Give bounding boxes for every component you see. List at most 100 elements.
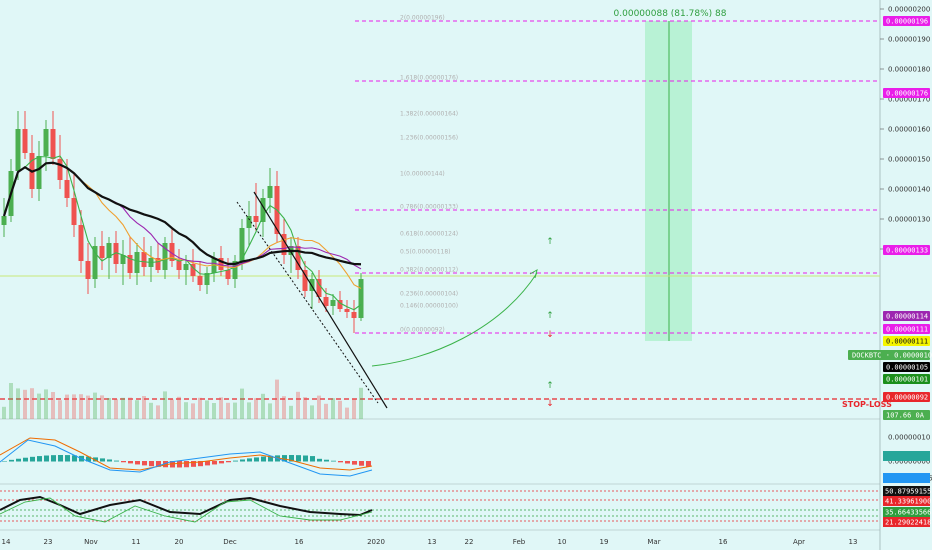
candle-body	[239, 228, 245, 261]
volume-bar	[275, 379, 279, 419]
time-tick-label: 14	[2, 538, 11, 546]
rsi-tag-label: 41.33961900	[885, 498, 931, 506]
candle-body	[36, 156, 42, 189]
candle-body	[267, 186, 273, 198]
macd-histogram-bar	[184, 461, 189, 468]
moving-average-line	[2, 161, 362, 266]
macd-pane	[0, 437, 373, 477]
volume-bar	[65, 394, 69, 419]
rsi-tag-label: 50.87959155	[885, 488, 931, 496]
volume-bar	[9, 383, 13, 419]
candle-body	[1, 216, 7, 225]
volume-bar	[86, 395, 90, 419]
volume-bar	[254, 398, 258, 419]
macd-histogram-bar	[240, 459, 245, 462]
projection-arrow	[371, 272, 538, 367]
price-tag-label: DOCKBTC · 0.00000108	[852, 352, 932, 360]
candle-body	[302, 270, 308, 291]
moving-averages	[2, 155, 362, 311]
volume-bar	[30, 388, 34, 419]
volume-bar	[44, 389, 48, 419]
macd-histogram-bar	[135, 461, 140, 465]
macd-tag	[883, 473, 930, 483]
price-tag-label: 0.00000101	[886, 376, 928, 384]
down-arrow-icon: ↓	[546, 399, 554, 409]
macd-histogram-bar	[205, 461, 210, 466]
price-tag	[883, 362, 930, 372]
time-tick-label: 22	[465, 538, 474, 546]
macd-histogram-bar	[233, 460, 238, 462]
candle-body	[190, 264, 196, 276]
price-tick-label: 0.00000160	[888, 126, 930, 134]
candle-body	[246, 216, 252, 228]
macd-histogram-bar	[121, 461, 126, 463]
time-tick-label: Feb	[513, 538, 526, 546]
time-tick-label: Apr	[793, 538, 805, 546]
candle-body	[211, 258, 217, 273]
macd-histogram-bar	[128, 461, 133, 464]
candle-body	[43, 129, 49, 156]
grid	[0, 0, 881, 550]
price-tag	[883, 245, 930, 255]
volume-bar	[282, 396, 286, 419]
time-tick-label: 16	[295, 538, 304, 546]
volume-bar	[268, 403, 272, 419]
price-tag	[883, 311, 930, 321]
volume-bar	[156, 405, 160, 419]
macd-histogram-bar	[310, 456, 315, 462]
candle-body	[358, 279, 364, 318]
time-tick-label: 13	[849, 538, 858, 546]
price-tag	[883, 88, 930, 98]
volume-bar	[16, 388, 20, 419]
volume-bar	[79, 394, 83, 419]
time-tick-label: Nov	[84, 538, 98, 546]
volume-bar	[310, 405, 314, 419]
candle-body	[134, 252, 140, 273]
volume-bar	[317, 395, 321, 419]
volume-bar	[2, 406, 6, 419]
fib-label: 0.5(0.00000118)	[400, 249, 451, 256]
macd-histogram-bar	[345, 461, 350, 464]
time-tick-label: 23	[44, 538, 53, 546]
candle-body	[57, 159, 63, 180]
price-tag-label: 0.00000114	[886, 313, 928, 321]
macd-histogram-bar	[324, 459, 329, 462]
candle-body	[225, 270, 231, 279]
macd-histogram-bar	[338, 461, 343, 463]
price-tag-label: 0.00000092	[886, 394, 928, 402]
candle-body	[281, 234, 287, 255]
macd-histogram-bar	[289, 455, 294, 462]
macd-histogram-bar	[296, 455, 301, 462]
time-tick-label: 2020	[367, 538, 385, 546]
volume-bar	[121, 397, 125, 419]
candle-body	[113, 243, 119, 264]
macd-histogram-bar	[93, 457, 98, 462]
macd-histogram-bar	[65, 455, 70, 462]
price-tag-label: 0.00000196	[886, 18, 928, 26]
candle-body	[71, 198, 77, 225]
price-tag	[883, 324, 930, 334]
fib-label: 0.786(0.00000133)	[400, 204, 458, 211]
candle-body	[85, 261, 91, 279]
candle-body	[15, 129, 21, 171]
price-tag-label: 0.00000176	[886, 90, 928, 98]
price-tick-label: 0.00000140	[888, 186, 930, 194]
fib-label: 1.236(0.00000156)	[400, 135, 458, 142]
volume-bar	[226, 402, 230, 419]
volume-bar	[296, 391, 300, 419]
rsi-tag-label: 21.29022418	[885, 519, 931, 527]
fib-label: 1.618(0.00000176)	[400, 75, 458, 82]
volume-bar	[240, 388, 244, 419]
candle-body	[260, 198, 266, 222]
macd-tick-label: 0.00000000	[888, 458, 930, 466]
candle-body	[22, 129, 28, 153]
volume-bar	[107, 398, 111, 419]
macd-histogram-bar	[23, 457, 28, 462]
price-tag-label: 0.00000105	[886, 364, 928, 372]
price-axis: 0.00000200 0.00000190 0.00000180 0.00000170…	[880, 6, 932, 483]
fib-label: 0.618(0.00000124)	[400, 231, 458, 238]
price-tag	[883, 336, 930, 346]
price-tag	[883, 374, 930, 384]
macd-histogram-bar	[261, 456, 266, 462]
